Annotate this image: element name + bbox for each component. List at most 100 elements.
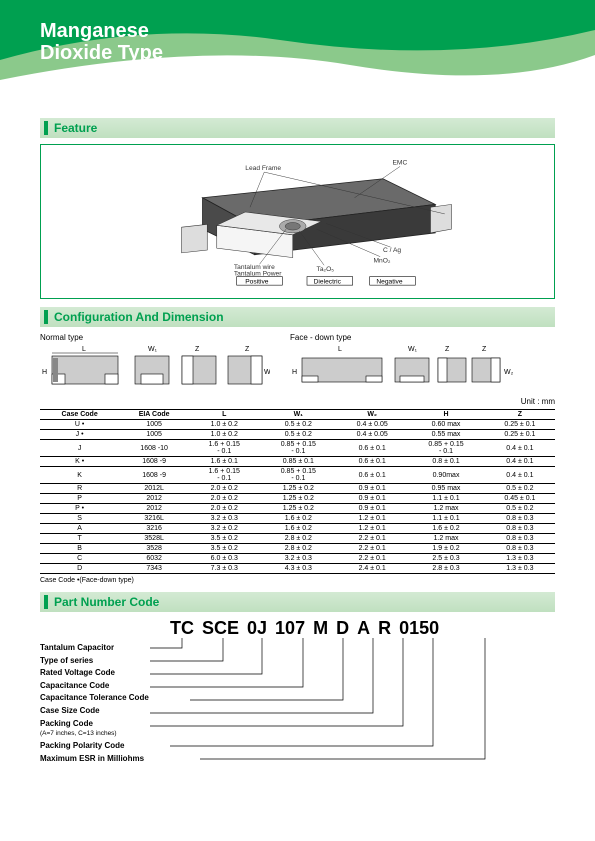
- table-cell: U •: [40, 420, 119, 430]
- title-line1: Manganese: [40, 20, 163, 42]
- table-cell: 1.3 ± 0.3: [485, 554, 555, 564]
- table-cell: 1005: [119, 430, 189, 440]
- pn-label: Maximum ESR in Milliohms: [40, 754, 149, 764]
- table-header: W₂: [337, 410, 407, 420]
- svg-text:W₂: W₂: [504, 369, 514, 376]
- table-cell: P: [40, 494, 119, 504]
- section-tick-icon: [44, 121, 48, 135]
- table-cell: 1.0 ± 0.2: [189, 430, 260, 440]
- table-cell: J: [40, 440, 119, 457]
- svg-text:Z: Z: [245, 346, 250, 353]
- table-cell: 0.25 ± 0.1: [485, 430, 555, 440]
- table-row: J1608 -101.6 + 0.15- 0.10.85 + 0.15- 0.1…: [40, 440, 555, 457]
- table-row: P20122.0 ± 0.21.25 ± 0.20.9 ± 0.11.1 ± 0…: [40, 494, 555, 504]
- table-header: H: [407, 410, 485, 420]
- terminal-positive: Positive: [245, 278, 269, 285]
- table-cell: 2.0 ± 0.2: [189, 484, 260, 494]
- table-cell: 1608 -10: [119, 440, 189, 457]
- page-title: Manganese Dioxide Type: [40, 20, 163, 64]
- pn-label: Capacitance Tolerance Code: [40, 693, 149, 703]
- normal-type-label: Normal type: [40, 333, 270, 342]
- table-header: W₁: [260, 410, 338, 420]
- table-cell: 0.4 ± 0.1: [485, 440, 555, 457]
- table-cell: 0.25 ± 0.1: [485, 420, 555, 430]
- table-row: A32163.2 ± 0.21.6 ± 0.21.2 ± 0.11.6 ± 0.…: [40, 524, 555, 534]
- section-feature-label: Feature: [54, 121, 97, 135]
- table-row: S3216L3.2 ± 0.31.6 ± 0.21.2 ± 0.11.1 ± 0…: [40, 514, 555, 524]
- table-cell: 0.8 ± 0.3: [485, 534, 555, 544]
- svg-text:W₁: W₁: [148, 346, 158, 353]
- callout-ta2o5: Ta₂O₅: [317, 266, 335, 273]
- svg-text:Z: Z: [195, 346, 200, 353]
- table-cell: 0.9 ± 0.1: [337, 494, 407, 504]
- table-cell: 2.8 ± 0.2: [260, 544, 338, 554]
- feature-diagram-box: Lead Frame EMC Tantalum wire Tantalum Po…: [40, 144, 555, 299]
- table-cell: 0.5 ± 0.2: [485, 484, 555, 494]
- table-cell: 2.2 ± 0.1: [337, 534, 407, 544]
- config-diagrams: Normal type L H W₁ Z Z: [40, 333, 555, 392]
- section-partnum-bar: Part Number Code: [40, 592, 555, 612]
- table-cell: 0.85 + 0.15- 0.1: [260, 440, 338, 457]
- table-cell: 0.8 ± 0.3: [485, 524, 555, 534]
- table-header: Z: [485, 410, 555, 420]
- table-cell: 1.1 ± 0.1: [407, 494, 485, 504]
- svg-text:L: L: [338, 346, 342, 353]
- table-cell: 7.3 ± 0.3: [189, 564, 260, 574]
- pn-label: Packing Polarity Code: [40, 741, 149, 751]
- table-cell: 1.6 + 0.15- 0.1: [189, 440, 260, 457]
- table-cell: 1.6 ± 0.2: [260, 514, 338, 524]
- table-cell: 4.3 ± 0.3: [260, 564, 338, 574]
- table-cell: 2.0 ± 0.2: [189, 504, 260, 514]
- section-config-label: Configuration And Dimension: [54, 310, 224, 324]
- table-cell: 3.5 ± 0.2: [189, 544, 260, 554]
- unit-label: Unit : mm: [40, 397, 555, 406]
- table-cell: 6.0 ± 0.3: [189, 554, 260, 564]
- table-cell: 0.55 max: [407, 430, 485, 440]
- terminal-negative: Negative: [376, 278, 403, 285]
- dimension-table: Case CodeEIA CodeLW₁W₂HZ U •10051.0 ± 0.…: [40, 409, 555, 574]
- table-cell: 0.85 ± 0.1: [260, 457, 338, 467]
- table-cell: 3.5 ± 0.2: [189, 534, 260, 544]
- table-row: D73437.3 ± 0.34.3 ± 0.32.4 ± 0.12.8 ± 0.…: [40, 564, 555, 574]
- section-partnum-label: Part Number Code: [54, 595, 159, 609]
- table-cell: 3528: [119, 544, 189, 554]
- title-line2: Dioxide Type: [40, 42, 163, 64]
- table-cell: 2.2 ± 0.1: [337, 554, 407, 564]
- pn-label: Tantalum Capacitor: [40, 643, 149, 653]
- table-cell: 0.6 ± 0.1: [337, 467, 407, 484]
- svg-text:H: H: [292, 369, 297, 376]
- table-cell: 0.8 ± 0.3: [485, 544, 555, 554]
- pn-label: Type of series: [40, 656, 149, 666]
- table-cell: 1005: [119, 420, 189, 430]
- table-cell: 1.6 ± 0.2: [407, 524, 485, 534]
- table-cell: S: [40, 514, 119, 524]
- callout-mno2: MnO₂: [374, 257, 391, 264]
- table-row: B35283.5 ± 0.22.8 ± 0.22.2 ± 0.11.9 ± 0.…: [40, 544, 555, 554]
- table-cell: 0.85 + 0.15- 0.1: [407, 440, 485, 457]
- pn-label: Capacitance Code: [40, 681, 149, 691]
- table-cell: 0.8 ± 0.3: [485, 514, 555, 524]
- table-footnote: Case Code •(Face-down type): [40, 577, 555, 584]
- section-feature-bar: Feature: [40, 118, 555, 138]
- table-cell: 0.90max: [407, 467, 485, 484]
- table-row: K1608 -91.6 + 0.15- 0.10.85 + 0.15- 0.10…: [40, 467, 555, 484]
- table-cell: 1.6 ± 0.2: [260, 524, 338, 534]
- pn-label: Packing Code(A=7 inches, C=13 inches): [40, 719, 149, 738]
- callout-cag: C / Ag: [383, 247, 401, 254]
- table-cell: 2012L: [119, 484, 189, 494]
- pn-label: Rated Voltage Code: [40, 668, 149, 678]
- table-cell: 0.4 ± 0.05: [337, 420, 407, 430]
- header-wave: Manganese Dioxide Type: [0, 0, 595, 110]
- table-cell: 7343: [119, 564, 189, 574]
- svg-text:W₂: W₂: [264, 369, 270, 376]
- table-cell: 2.5 ± 0.3: [407, 554, 485, 564]
- table-cell: 0.4 ± 0.1: [485, 457, 555, 467]
- table-cell: K: [40, 467, 119, 484]
- table-cell: C: [40, 554, 119, 564]
- table-cell: 2.2 ± 0.1: [337, 544, 407, 554]
- pn-label: Case Size Code: [40, 706, 149, 716]
- table-cell: 1.6 ± 0.1: [189, 457, 260, 467]
- table-row: P •20122.0 ± 0.21.25 ± 0.20.9 ± 0.11.2 m…: [40, 504, 555, 514]
- table-cell: 0.85 + 0.15- 0.1: [260, 467, 338, 484]
- table-row: T3528L3.5 ± 0.22.8 ± 0.22.2 ± 0.11.2 max…: [40, 534, 555, 544]
